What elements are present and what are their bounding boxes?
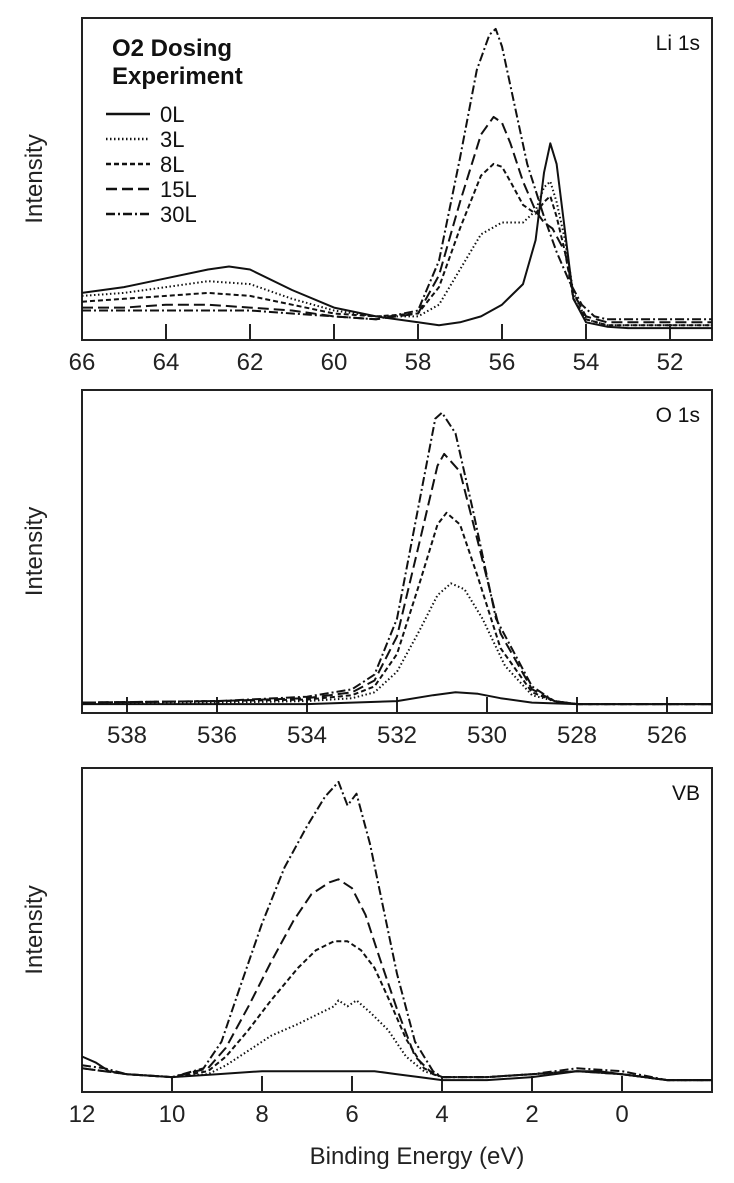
series-line-15l (82, 115, 712, 324)
series-line-8l (81, 940, 712, 1082)
x-tick-label: 0 (615, 1101, 628, 1128)
x-tick-label: 8 (255, 1101, 268, 1128)
x-tick-label: 4 (435, 1101, 448, 1128)
y-axis-title: Intensity (21, 134, 48, 223)
x-tick-label: 54 (573, 349, 600, 376)
legend-label: 30L (160, 202, 197, 227)
x-tick-label: 526 (647, 722, 687, 749)
x-tick-label: 2 (525, 1101, 538, 1128)
y-axis-title: Intensity (21, 507, 48, 596)
series-line-3l (81, 999, 712, 1082)
x-axis-title: Binding Energy (eV) (310, 1143, 525, 1170)
x-tick-label: 56 (489, 349, 516, 376)
legend-title: O2 Dosing (112, 35, 232, 62)
x-tick-label: 10 (159, 1101, 186, 1128)
series-line-30l (81, 780, 712, 1082)
series-line-0l (81, 142, 712, 330)
x-tick-label: 530 (467, 722, 507, 749)
x-tick-label: 528 (557, 722, 597, 749)
y-axis-title: Intensity (21, 885, 48, 974)
panel-1: 538 536 534 532 530 528 526 Intensity O 1s (21, 389, 713, 749)
series-line-0l (81, 1055, 712, 1082)
x-tick-label: 66 (69, 349, 96, 376)
x-tick-label: 536 (197, 722, 237, 749)
panel-2: 12 10 8 6 4 2 0 Intensity VB Binding Energy (eV) (21, 767, 713, 1170)
plot-frame (81, 389, 713, 714)
x-tick-label: 62 (237, 349, 264, 376)
series-line-30l (81, 411, 712, 706)
legend-label: 0L (160, 102, 184, 127)
x-tick-label: 64 (153, 349, 180, 376)
series-line-30l (82, 27, 712, 321)
series-line-8l (81, 511, 712, 706)
legend-title: Experiment (112, 63, 243, 90)
series-line-8l (81, 162, 712, 327)
panel-label: VB (672, 782, 700, 805)
x-tick-label: 532 (377, 722, 417, 749)
panel-0: 66 64 62 60 58 56 54 52 Intensity Li 1s O2 DosingE… (21, 17, 713, 376)
series-line-3l (81, 180, 712, 327)
x-tick-label: 52 (657, 349, 684, 376)
x-tick-label: 6 (345, 1101, 358, 1128)
x-tick-label: 538 (107, 722, 147, 749)
legend-label: 15L (160, 177, 197, 202)
panel-label: Li 1s (656, 32, 700, 55)
x-tick-label: 534 (287, 722, 327, 749)
x-tick-label: 60 (321, 349, 348, 376)
plot-frame (81, 17, 713, 341)
plot-frame (81, 767, 713, 1093)
series-line-3l (81, 582, 712, 706)
x-tick-label: 12 (69, 1101, 96, 1128)
series-line-15l (81, 878, 712, 1082)
panel-label: O 1s (656, 404, 700, 427)
series-line-15l (81, 452, 712, 706)
legend-label: 8L (160, 152, 184, 177)
legend-label: 3L (160, 127, 184, 152)
x-tick-label: 58 (405, 349, 432, 376)
